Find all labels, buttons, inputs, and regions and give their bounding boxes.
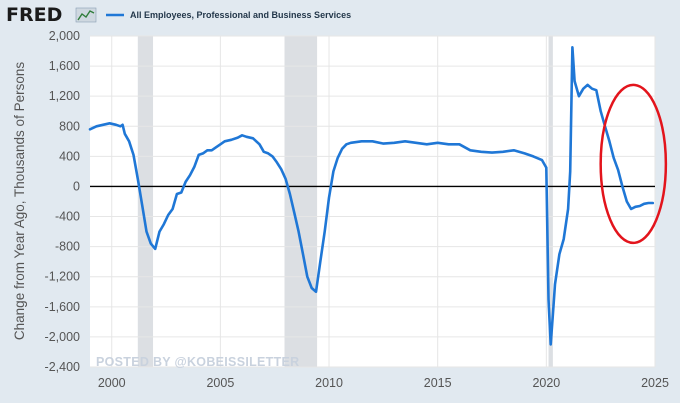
x-tick-label: 2020 bbox=[532, 376, 560, 390]
y-tick-label: 1,200 bbox=[49, 89, 80, 103]
series-line-professional-business-services bbox=[88, 46, 655, 346]
watermark: POSTED BY @KOBEISSILETTER bbox=[96, 355, 300, 369]
y-tick-label: 0 bbox=[73, 179, 80, 193]
recession-band-2 bbox=[548, 36, 553, 367]
y-tick-label: -1,200 bbox=[45, 270, 80, 284]
y-tick-label: -400 bbox=[55, 210, 80, 224]
legend: All Employees, Professional and Business… bbox=[106, 10, 351, 20]
y-tick-label: 400 bbox=[59, 149, 80, 163]
y-tick-label: 1,600 bbox=[49, 59, 80, 73]
x-tick-label: 2005 bbox=[206, 376, 234, 390]
recession-band-0 bbox=[137, 36, 154, 367]
annotation-ellipse bbox=[599, 83, 668, 245]
y-tick-label: -1,600 bbox=[45, 300, 80, 314]
plot-background bbox=[90, 36, 655, 367]
y-tick-label: -2,000 bbox=[45, 330, 80, 344]
y-tick-label: 2,000 bbox=[49, 29, 80, 43]
x-tick-label: 2025 bbox=[641, 376, 669, 390]
x-tick-label: 2000 bbox=[98, 376, 126, 390]
x-tick-label: 2010 bbox=[315, 376, 343, 390]
graph-icon bbox=[75, 7, 97, 23]
fred-logo[interactable]: FRED bbox=[6, 4, 97, 26]
legend-series-label: All Employees, Professional and Business… bbox=[130, 10, 351, 20]
recession-band-1 bbox=[284, 36, 318, 367]
y-tick-label: -800 bbox=[55, 240, 80, 254]
y-tick-label: 800 bbox=[59, 119, 80, 133]
x-tick-label: 2015 bbox=[424, 376, 452, 390]
y-tick-label: -2,400 bbox=[45, 360, 80, 374]
y-axis-title: Change from Year Ago, Thousands of Perso… bbox=[12, 62, 27, 340]
fred-logo-text: FRED bbox=[6, 4, 62, 26]
